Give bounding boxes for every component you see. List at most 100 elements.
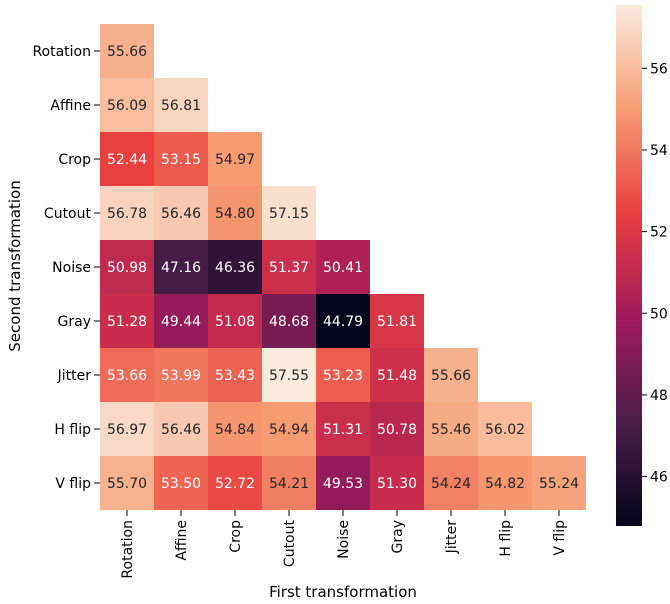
cell-value-label: 48.68 bbox=[269, 314, 309, 330]
cell-value-label: 51.28 bbox=[107, 314, 147, 330]
heatmap-cell bbox=[208, 402, 262, 456]
colorbar-ticks: 46 48 50 52 54 56 bbox=[642, 61, 668, 486]
cell-value-label: 53.23 bbox=[323, 368, 363, 384]
cell-value-label: 51.81 bbox=[377, 314, 417, 330]
heatmap-cell bbox=[100, 240, 154, 294]
heatmap-cell bbox=[262, 456, 316, 510]
cell-value-label: 54.82 bbox=[485, 476, 525, 492]
heatmap-cell bbox=[370, 402, 424, 456]
x-axis-ticks: Rotation Affine Crop Cutout Noise Gray Jitter H… bbox=[120, 510, 568, 579]
cell-value-label: 44.79 bbox=[323, 314, 363, 330]
heatmap-cell bbox=[316, 348, 370, 402]
heatmap-cell bbox=[316, 240, 370, 294]
y-tick-label: Affine bbox=[50, 98, 91, 114]
heatmap-cell bbox=[100, 348, 154, 402]
x-tick-label: Noise bbox=[336, 520, 352, 559]
cell-value-label: 52.72 bbox=[215, 476, 255, 492]
cell-value-label: 56.02 bbox=[485, 422, 525, 438]
heatmap-cell bbox=[370, 294, 424, 348]
x-tick-label: H flip bbox=[498, 520, 514, 557]
colorbar-tick-label: 46 bbox=[650, 470, 668, 486]
cell-value-label: 50.78 bbox=[377, 422, 417, 438]
cell-value-label: 57.55 bbox=[269, 368, 309, 384]
cell-value-label: 54.84 bbox=[215, 422, 255, 438]
cell-value-label: 47.16 bbox=[161, 260, 201, 276]
cell-value-label: 55.66 bbox=[431, 368, 471, 384]
heatmap-cell bbox=[154, 240, 208, 294]
cell-value-label: 54.24 bbox=[431, 476, 471, 492]
x-tick-label: Gray bbox=[390, 520, 406, 553]
heatmap-cell bbox=[208, 132, 262, 186]
cell-value-label: 54.94 bbox=[269, 422, 309, 438]
heatmap-cell bbox=[262, 402, 316, 456]
heatmap-cell bbox=[154, 456, 208, 510]
x-tick-label: Crop bbox=[228, 520, 244, 553]
cell-value-label: 51.48 bbox=[377, 368, 417, 384]
heatmap-cell bbox=[100, 78, 154, 132]
cell-value-label: 56.78 bbox=[107, 206, 147, 222]
y-tick-label: Rotation bbox=[32, 44, 91, 60]
cell-value-label: 55.70 bbox=[107, 476, 147, 492]
heatmap-cell bbox=[424, 348, 478, 402]
cell-value-label: 54.97 bbox=[215, 152, 255, 168]
cell-value-label: 55.24 bbox=[539, 476, 579, 492]
cell-value-label: 53.43 bbox=[215, 368, 255, 384]
cell-value-label: 57.15 bbox=[269, 206, 309, 222]
x-tick-label: Jitter bbox=[444, 520, 460, 555]
y-tick-label: Crop bbox=[58, 152, 91, 168]
heatmap-cell bbox=[100, 132, 154, 186]
heatmap-cell bbox=[208, 348, 262, 402]
heatmap-cell bbox=[478, 456, 532, 510]
heatmap-cell bbox=[154, 132, 208, 186]
colorbar bbox=[616, 5, 642, 526]
cell-value-label: 51.37 bbox=[269, 260, 309, 276]
heatmap-cell bbox=[370, 348, 424, 402]
cell-value-label: 50.98 bbox=[107, 260, 147, 276]
cell-value-label: 53.66 bbox=[107, 368, 147, 384]
cell-value-label: 56.09 bbox=[107, 98, 147, 114]
heatmap-cell bbox=[208, 456, 262, 510]
y-tick-label: V flip bbox=[55, 476, 91, 492]
x-axis-label: First transformation bbox=[269, 583, 417, 601]
heatmap-cell bbox=[208, 240, 262, 294]
heatmap-cells bbox=[100, 24, 586, 510]
colorbar-tick-label: 50 bbox=[650, 306, 668, 322]
heatmap-cell bbox=[262, 294, 316, 348]
heatmap-cell bbox=[100, 402, 154, 456]
heatmap-cell bbox=[208, 186, 262, 240]
cell-value-label: 50.41 bbox=[323, 260, 363, 276]
heatmap-cell bbox=[262, 240, 316, 294]
y-axis-label: Second transformation bbox=[6, 180, 24, 351]
heatmap-cell bbox=[208, 294, 262, 348]
cell-value-label: 56.81 bbox=[161, 98, 201, 114]
y-tick-label: Noise bbox=[52, 260, 91, 276]
y-tick-label: Jitter bbox=[57, 368, 92, 384]
x-tick-label: V flip bbox=[552, 520, 568, 556]
heatmap-cell bbox=[370, 456, 424, 510]
heatmap-cell bbox=[424, 402, 478, 456]
cell-value-label: 54.80 bbox=[215, 206, 255, 222]
x-tick-label: Affine bbox=[174, 520, 190, 561]
heatmap-cell bbox=[532, 456, 586, 510]
colorbar-tick-label: 52 bbox=[650, 225, 668, 241]
cell-value-label: 56.46 bbox=[161, 206, 201, 222]
cell-value-label: 51.08 bbox=[215, 314, 255, 330]
cell-value-label: 53.99 bbox=[161, 368, 201, 384]
y-tick-label: Gray bbox=[58, 314, 91, 330]
x-tick-label: Rotation bbox=[120, 520, 136, 579]
cell-value-label: 54.21 bbox=[269, 476, 309, 492]
heatmap-cell bbox=[316, 294, 370, 348]
heatmap-cell bbox=[100, 186, 154, 240]
x-tick-label: Cutout bbox=[282, 520, 298, 568]
cell-value-label: 56.46 bbox=[161, 422, 201, 438]
cell-value-label: 51.31 bbox=[323, 422, 363, 438]
heatmap-cell bbox=[100, 24, 154, 78]
heatmap-cell bbox=[154, 348, 208, 402]
heatmap-cell bbox=[154, 186, 208, 240]
colorbar-tick-label: 54 bbox=[650, 143, 668, 159]
heatmap-cell bbox=[154, 402, 208, 456]
y-tick-label: Cutout bbox=[44, 206, 92, 222]
cell-value-label: 49.44 bbox=[161, 314, 201, 330]
heatmap-cell bbox=[262, 348, 316, 402]
